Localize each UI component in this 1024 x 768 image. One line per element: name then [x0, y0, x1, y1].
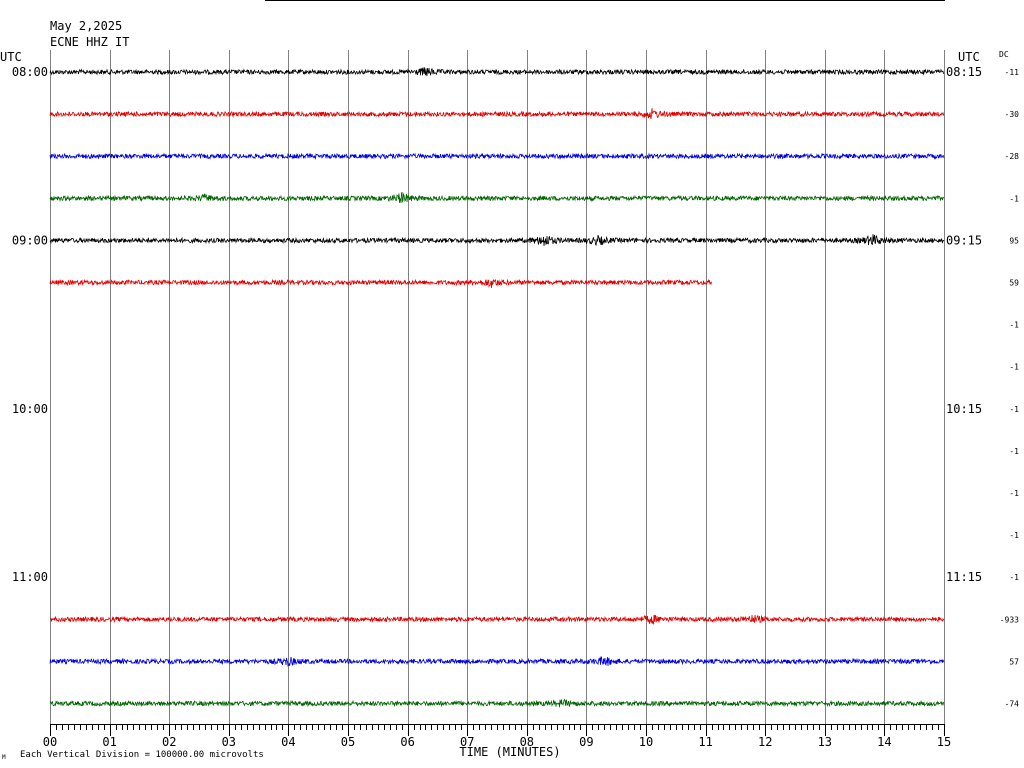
right-hour-label: 09:15	[946, 233, 982, 247]
right-timezone-label: UTC	[958, 50, 980, 64]
trace-row-2	[49, 108, 945, 119]
right-hour-labels: 08:15 09:15 10:15 11:15	[946, 65, 982, 584]
left-timezone-label: UTC	[0, 50, 22, 64]
trace-row-5	[49, 234, 945, 247]
trace-row-14	[49, 614, 945, 625]
right-hour-label: 11:15	[946, 570, 982, 584]
trace-row-1	[49, 67, 945, 77]
dc-offset-label: -1	[1009, 194, 1019, 203]
dc-column-header: DC	[999, 50, 1009, 59]
x-tick-label: 03	[222, 735, 236, 749]
trace-row-3	[49, 152, 945, 160]
dc-offset-label: -1	[1009, 405, 1019, 414]
x-tick-label: 11	[698, 735, 712, 749]
left-hour-label: 09:00	[12, 233, 48, 247]
x-tick-label: 06	[400, 735, 414, 749]
x-tick-label: 15	[937, 735, 951, 749]
dc-offset-label: -30	[1005, 110, 1020, 119]
x-tick-label: 10	[639, 735, 653, 749]
x-axis-title: TIME (MINUTES)	[459, 745, 560, 759]
x-tick-label: 01	[102, 735, 116, 749]
vertical-scale-note: Each Vertical Division = 100000.00 micro…	[20, 750, 264, 760]
trace-row-15	[49, 656, 945, 667]
scale-note-marker: M	[2, 754, 6, 761]
x-axis: 00 01 02 03 04 05 06 07 08 09 10 11 12 13 14 15	[43, 724, 951, 749]
dc-offset-label: 59	[1009, 279, 1019, 288]
x-tick-label: 09	[579, 735, 593, 749]
seismogram-traces	[49, 67, 945, 708]
x-tick-label: 00	[43, 735, 57, 749]
x-tick-label: 08	[520, 735, 534, 749]
dc-offset-label: -1	[1009, 321, 1019, 330]
x-tick-label: 02	[162, 735, 176, 749]
trace-row-6	[49, 278, 712, 289]
dc-offset-label: -933	[1000, 615, 1019, 624]
left-hour-label: 08:00	[12, 65, 48, 79]
dc-offset-label: -1	[1009, 447, 1019, 456]
dc-offset-label: -74	[1005, 700, 1020, 709]
x-tick-label: 12	[758, 735, 772, 749]
station-code: ECNE HHZ IT	[50, 35, 129, 49]
chart-date: May 2,2025	[50, 19, 122, 33]
right-hour-label: 10:15	[946, 402, 982, 416]
left-hour-label: 11:00	[12, 570, 48, 584]
dc-offset-labels: -11 -30 -28 -1 95 59 -1 -1 -1 -1 -1 -1 -1 -933 57 -74	[1000, 68, 1019, 709]
trace-row-16	[49, 698, 945, 708]
x-tick-label: 13	[818, 735, 832, 749]
x-tick-label: 14	[877, 735, 891, 749]
x-tick-label: 04	[281, 735, 295, 749]
minute-gridlines	[50, 50, 945, 724]
dc-offset-label: -1	[1009, 531, 1019, 540]
left-hour-label: 10:00	[12, 402, 48, 416]
dc-offset-label: -1	[1009, 363, 1019, 372]
dc-offset-label: 95	[1009, 236, 1019, 245]
dc-offset-label: -1	[1009, 573, 1019, 582]
x-tick-label: 05	[341, 735, 355, 749]
dc-offset-label: -11	[1005, 68, 1020, 77]
right-hour-label: 08:15	[946, 65, 982, 79]
dc-offset-label: 57	[1009, 657, 1019, 666]
x-tick-label: 07	[460, 735, 474, 749]
trace-row-4	[49, 191, 945, 204]
left-hour-labels: 08:00 09:00 10:00 11:00	[12, 65, 48, 584]
dc-offset-label: -28	[1005, 152, 1020, 161]
dc-offset-label: -1	[1009, 489, 1019, 498]
